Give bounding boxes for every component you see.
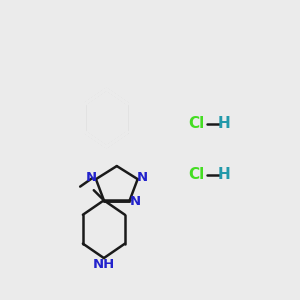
Text: H: H xyxy=(218,167,231,182)
Text: H: H xyxy=(218,116,231,131)
Text: N: N xyxy=(137,172,148,184)
Text: Cl: Cl xyxy=(188,167,205,182)
Text: NH: NH xyxy=(93,258,115,271)
Text: N: N xyxy=(85,172,96,184)
Text: Cl: Cl xyxy=(188,116,205,131)
Text: N: N xyxy=(130,194,141,208)
